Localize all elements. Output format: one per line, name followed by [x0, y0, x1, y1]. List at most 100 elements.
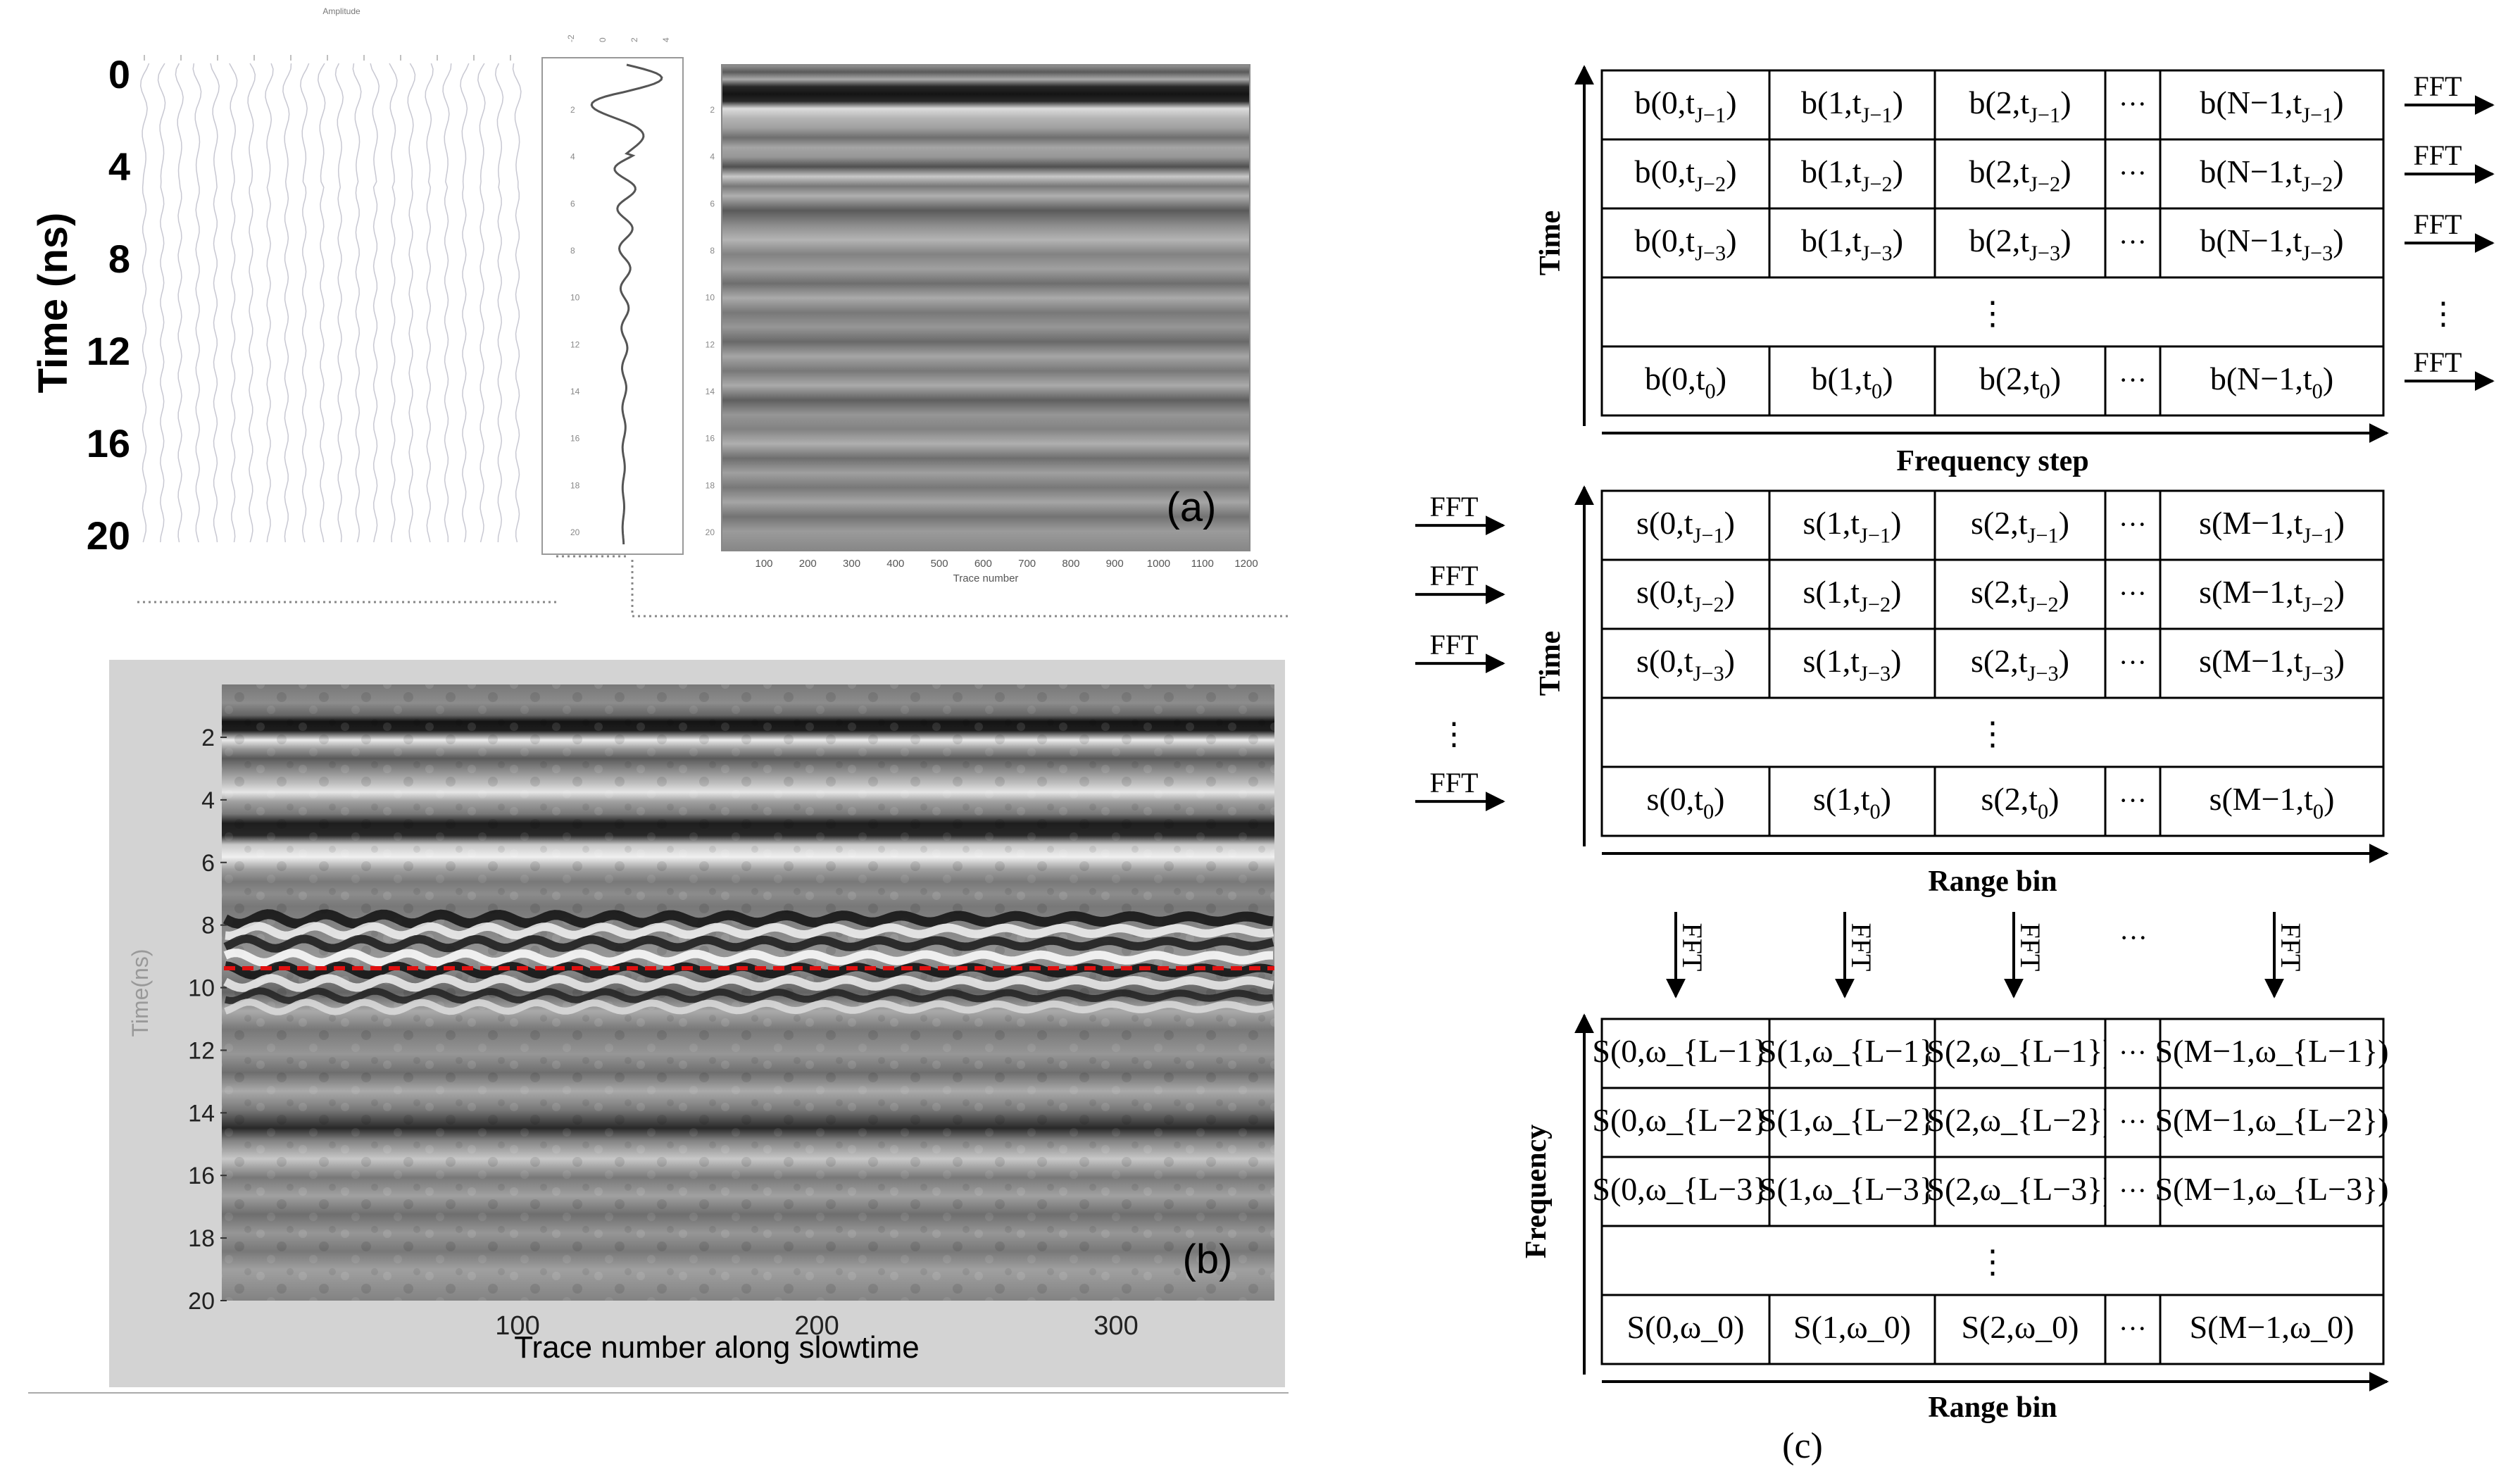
grid-cell	[1768, 138, 1936, 210]
grid-cell-text: S(1,ω_{L−1})	[1759, 1033, 1945, 1069]
panel-b-y-tick: 6	[201, 850, 215, 877]
grid-cell-text: s(0,t0​)	[1646, 781, 1724, 824]
panel-b-y-tick: 20	[188, 1288, 215, 1315]
grid-cell	[2159, 1294, 2385, 1365]
grid-2-time-range-bin: Time Range bin s(0,tJ−1​) s(1,tJ−1​) s(2,tJ−…	[1534, 485, 2389, 898]
wiggle-trace	[370, 63, 380, 543]
wiggle-trace	[265, 63, 274, 543]
grid-cell-text: ···	[2119, 226, 2147, 258]
wiggle-trace	[192, 63, 202, 543]
grid-cell-text: S(1,ω_{L−3})	[1759, 1171, 1945, 1207]
fft-label: FFT	[2414, 70, 2462, 102]
grid-vertical-dots: ⋮	[1976, 716, 2009, 752]
grid-cell	[2159, 1018, 2385, 1089]
single-trace-top-tick: -2	[566, 35, 576, 42]
grid-cell	[1933, 558, 2107, 630]
grid-cell	[1600, 1294, 1771, 1365]
panel-b-y-tick: 8	[201, 913, 215, 939]
panel-a-ylabel: Time (ns)	[30, 213, 76, 394]
bscan-image-a-y-tick: 4	[710, 152, 715, 162]
panel-a-y-tick: 0	[108, 52, 130, 96]
grid-cell-text: S(2,ω_{L−3})	[1926, 1171, 2113, 1207]
grid-cell	[1933, 489, 2107, 561]
panel-b-y-ticks: 2 4 6 8 10 12 14 16 18 20	[188, 725, 227, 1315]
panel-b-ylabel: Time(ns)	[127, 949, 153, 1037]
grid-cell-text: S(M−1,ω_{L−3})	[2155, 1171, 2388, 1207]
fft-label: FFT	[2414, 139, 2462, 171]
panel-a-y-tick: 8	[108, 237, 130, 281]
bscan-image-a-x-tick: 400	[886, 558, 904, 570]
grid-cell	[1768, 69, 1936, 141]
wavy-reflector-line	[224, 987, 1274, 1004]
grid-cell	[1933, 1294, 2107, 1365]
grid-cell-text: s(0,tJ−3​)	[1636, 643, 1735, 686]
single-trace-top-tick: 4	[661, 37, 671, 42]
grid-cell-text: b(0,tJ−2​)	[1634, 154, 1736, 196]
single-trace-y-tick: 14	[570, 387, 580, 396]
wiggle-trace	[229, 63, 238, 543]
grid-cell	[1768, 627, 1936, 699]
single-trace-y-tick: 12	[570, 339, 580, 349]
panel-b-y-tick: 10	[188, 975, 215, 1002]
grid-cell-text: S(0,ω_{L−1})	[1592, 1033, 1779, 1069]
bscan-image-a-x-tick: 1000	[1147, 558, 1170, 570]
grid-cell-text: b(N−1,tJ−2​)	[2200, 154, 2343, 196]
grid-cell	[1933, 765, 2107, 837]
bscan-image-a-x-tick: 800	[1062, 558, 1079, 570]
grid-cell-text: s(M−1,tJ−1​)	[2199, 505, 2345, 548]
grid-cell	[2159, 627, 2385, 699]
bscan-image-a-y-tick: 20	[706, 527, 715, 537]
grid-cell-text: b(1,tJ−1​)	[1801, 85, 1903, 127]
bscan-image-a-y-tick: 16	[706, 434, 715, 444]
fft-vertical-dots: ⋮	[2428, 296, 2459, 331]
wiggle-trace	[477, 63, 486, 543]
grid-cell-text: ···	[2119, 646, 2147, 678]
single-trace-y-tick: 10	[570, 293, 580, 303]
grid-y-label: Frequency	[1520, 1125, 1553, 1259]
bscan-image-a-xlabel: Trace number	[953, 572, 1019, 584]
single-trace-top-tick: 0	[598, 37, 608, 42]
wavy-reflector-line	[223, 949, 1273, 967]
wiggle-trace	[334, 63, 344, 543]
panel-c-label: (c)	[1782, 1426, 1823, 1466]
bscan-image-a-x-tick: 900	[1106, 558, 1124, 570]
grid-cell-text: ···	[2119, 784, 2147, 816]
grid-cell-text: s(1,t0​)	[1813, 781, 1891, 824]
grid-cell-text: b(2,t0​)	[1979, 361, 2061, 403]
single-trace-plot: 2 4 6 8 10 12 14 16 18 20 -2 0 2 4	[541, 35, 1289, 618]
grid-cell-text: s(0,tJ−2​)	[1636, 574, 1735, 617]
bscan-image-a-x-tick: 1100	[1191, 558, 1214, 570]
grid-cell-text: S(1,ω_0)	[1793, 1309, 1911, 1345]
grid-cell	[1600, 138, 1771, 210]
bscan-image-a-x-tick: 1200	[1234, 558, 1258, 570]
grid-cell	[2159, 207, 2385, 279]
grid-vertical-dots: ⋮	[1976, 1244, 2009, 1280]
wiggle-trace	[407, 63, 416, 543]
panel-a-label: (a)	[1167, 484, 1217, 530]
grid-cell-text: ···	[2119, 577, 2147, 609]
grid-cell-text: ···	[2119, 1106, 2147, 1137]
fft-down-label: FFT	[1845, 923, 1877, 972]
grid-cell	[2159, 69, 2385, 141]
grid-dots-row	[1600, 1225, 2385, 1296]
grid-cell-text: s(2,tJ−2​)	[1971, 574, 2069, 617]
bscan-image-a-x-ticks: 100 200 300 400 500 600 700 800 900 1000 1100 1200	[755, 558, 1258, 570]
grid-cell	[2159, 345, 2385, 417]
grid-cell-text: S(2,ω_0)	[1962, 1309, 2079, 1345]
grid-dots-row	[1600, 276, 2385, 348]
grid-cell-text: S(1,ω_{L−2})	[1759, 1102, 1945, 1138]
fft-down-label: FFT	[2014, 923, 2046, 972]
grid-cell	[2104, 489, 2162, 561]
single-trace-y-tick: 2	[570, 105, 575, 115]
single-trace-y-ticks: 2 4 6 8 10 12 14 16 18 20	[570, 105, 580, 537]
panel-b-y-tick: 16	[188, 1163, 215, 1189]
fft-horizontal-dots: ···	[2119, 922, 2148, 953]
grid-cell-text: b(2,tJ−3​)	[1969, 223, 2071, 265]
wiggle-trace	[460, 63, 470, 543]
wiggle-trace	[494, 63, 504, 543]
grid-cell	[2104, 765, 2162, 837]
wiggle-trace	[389, 63, 398, 543]
bscan-image-a-y-tick: 2	[710, 105, 715, 115]
grid-x-label: Range bin	[1928, 1391, 2057, 1424]
